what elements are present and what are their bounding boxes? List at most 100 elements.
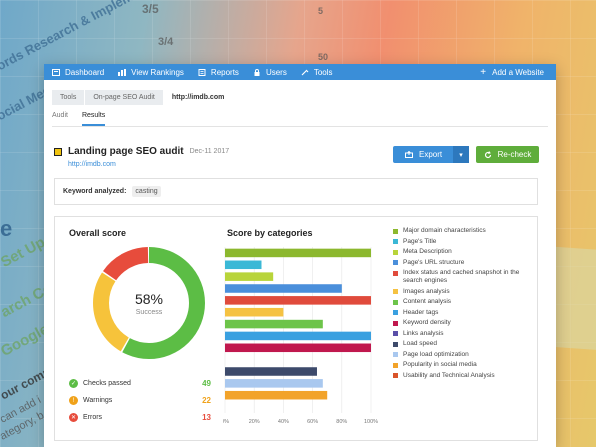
nav-label: Tools <box>313 67 333 77</box>
legend-item: Major domain characteristics <box>393 227 537 235</box>
document-icon <box>198 68 206 76</box>
score-status: Success <box>135 308 163 316</box>
legend-item: Links analysis <box>393 330 537 338</box>
bar-page-s-title <box>225 260 262 270</box>
tab-audit[interactable]: Audit <box>52 112 68 119</box>
legend-label: Header tags <box>403 308 439 316</box>
legend-swatch <box>393 352 398 358</box>
export-button[interactable]: Export ▾ <box>393 146 469 163</box>
legend-label: Page's URL structure <box>403 258 465 266</box>
overall-score-title: Overall score <box>69 228 127 238</box>
donut-segment-passed <box>93 247 205 359</box>
chevron-down-icon[interactable]: ▾ <box>453 146 469 163</box>
stat-errors: ✕ Errors 13 <box>69 409 211 426</box>
legend-label: Page's Title <box>403 237 437 245</box>
categories-title: Score by categories <box>227 228 313 238</box>
x-icon: ✕ <box>69 413 78 422</box>
top-navigation: Dashboard View Rankings Reports Users To… <box>44 64 556 80</box>
add-website-button[interactable]: + Add a Website <box>480 67 544 78</box>
bar-popularity-in-social-media <box>225 390 328 400</box>
breadcrumb-current: http://imdb.com <box>163 90 233 105</box>
legend-swatch <box>393 289 398 295</box>
nav-label: Dashboard <box>65 67 105 77</box>
category-bar-chart: 0% 20% 40% 60% 80% 100% <box>223 247 378 425</box>
legend-item: Keyword density <box>393 319 537 327</box>
background-number: 5 <box>318 6 324 16</box>
tools-icon <box>301 69 309 75</box>
legend-swatch <box>393 341 398 347</box>
legend-swatch <box>393 249 398 255</box>
legend-swatch <box>393 260 398 266</box>
legend-label: Meta Description <box>403 248 452 256</box>
breadcrumb-tools[interactable]: Tools <box>52 90 85 105</box>
x-tick-label: 0% <box>223 419 229 425</box>
legend-label: Load speed <box>403 340 437 348</box>
legend-label: Content analysis <box>403 298 452 306</box>
breadcrumb-on-page-seo-audit[interactable]: On-page SEO Audit <box>85 90 163 105</box>
bar-major-domain-characteristics <box>225 248 371 258</box>
bar-chart-icon <box>118 68 127 76</box>
legend-item: Content analysis <box>393 298 537 306</box>
stat-label: Warnings <box>83 397 113 404</box>
score-percent: 58% <box>134 290 164 307</box>
legend-label: Usability and Technical Analysis <box>403 371 495 379</box>
legend-label: Major domain characteristics <box>403 227 486 234</box>
legend-swatch <box>393 320 398 326</box>
keyword-box: Keyword analyzed: casting <box>54 178 538 205</box>
nav-dashboard[interactable]: Dashboard <box>52 68 104 77</box>
bar-index-status-and-cached-snapshot-in-the-search-engines <box>225 296 371 305</box>
audit-url-link[interactable]: http://imdb.com <box>68 161 116 168</box>
nav-view-rankings[interactable]: View Rankings <box>118 68 184 77</box>
background-number: 3/5 <box>142 2 159 16</box>
legend-label: Keyword density <box>403 319 451 327</box>
bar-meta-description <box>225 272 274 281</box>
recheck-label: Re-check <box>497 150 532 159</box>
bar-content-analysis <box>225 319 323 329</box>
bar-header-tags <box>225 331 371 341</box>
x-tick-label: 80% <box>336 419 347 425</box>
audit-header: Landing page SEO audit Dec-11 2017 <box>54 146 229 157</box>
bar-page-load-optimization <box>225 379 323 388</box>
bar-images-analysis <box>225 307 284 317</box>
x-tick-label: 100% <box>364 419 378 425</box>
score-donut <box>93 247 205 359</box>
page-title: Landing page SEO audit <box>68 146 184 157</box>
stat-label: Checks passed <box>83 380 131 387</box>
export-label: Export <box>419 150 443 159</box>
results-panel: Overall score Score by categories 58% Su… <box>54 216 538 441</box>
bar-load-speed <box>225 367 317 376</box>
legend-item: Meta Description <box>393 248 537 256</box>
divider <box>52 126 548 127</box>
nav-tools[interactable]: Tools <box>301 68 333 77</box>
export-icon <box>405 151 413 158</box>
bar-keyword-density <box>225 343 371 353</box>
recheck-button[interactable]: Re-check <box>476 146 539 163</box>
nav-label: View Rankings <box>131 67 184 77</box>
background-number: 3/4 <box>158 36 174 48</box>
nav-users[interactable]: Users <box>253 68 287 77</box>
tab-results[interactable]: Results <box>81 112 106 126</box>
legend-item: Images analysis <box>393 288 537 296</box>
legend-item: Page load optimization <box>393 351 537 359</box>
legend-item: Index status and cached snapshot in the … <box>393 269 537 285</box>
lock-icon <box>254 68 260 76</box>
legend-label: Images analysis <box>403 287 450 295</box>
chart-legend: Major domain characteristics Page's Title… <box>393 227 537 382</box>
stat-value: 13 <box>202 413 211 422</box>
keyword-label: Keyword analyzed: <box>63 188 127 195</box>
plus-icon: + <box>480 66 487 78</box>
legend-item: Popularity in social media <box>393 361 537 369</box>
donut-center: 58% Success <box>91 245 207 361</box>
legend-item: Page's Title <box>393 238 537 246</box>
legend-swatch <box>393 362 398 368</box>
nav-reports[interactable]: Reports <box>198 68 239 77</box>
audit-date: Dec-11 2017 <box>189 148 230 155</box>
background-number: 50 <box>318 52 329 62</box>
legend-swatch <box>393 239 398 245</box>
nav-label: Reports <box>210 67 239 77</box>
x-tick-label: 60% <box>307 419 318 425</box>
legend-swatch <box>393 270 398 276</box>
legend-swatch <box>393 299 398 305</box>
donut-segment-warnings <box>93 247 205 359</box>
legend-label: Links analysis <box>403 329 444 337</box>
